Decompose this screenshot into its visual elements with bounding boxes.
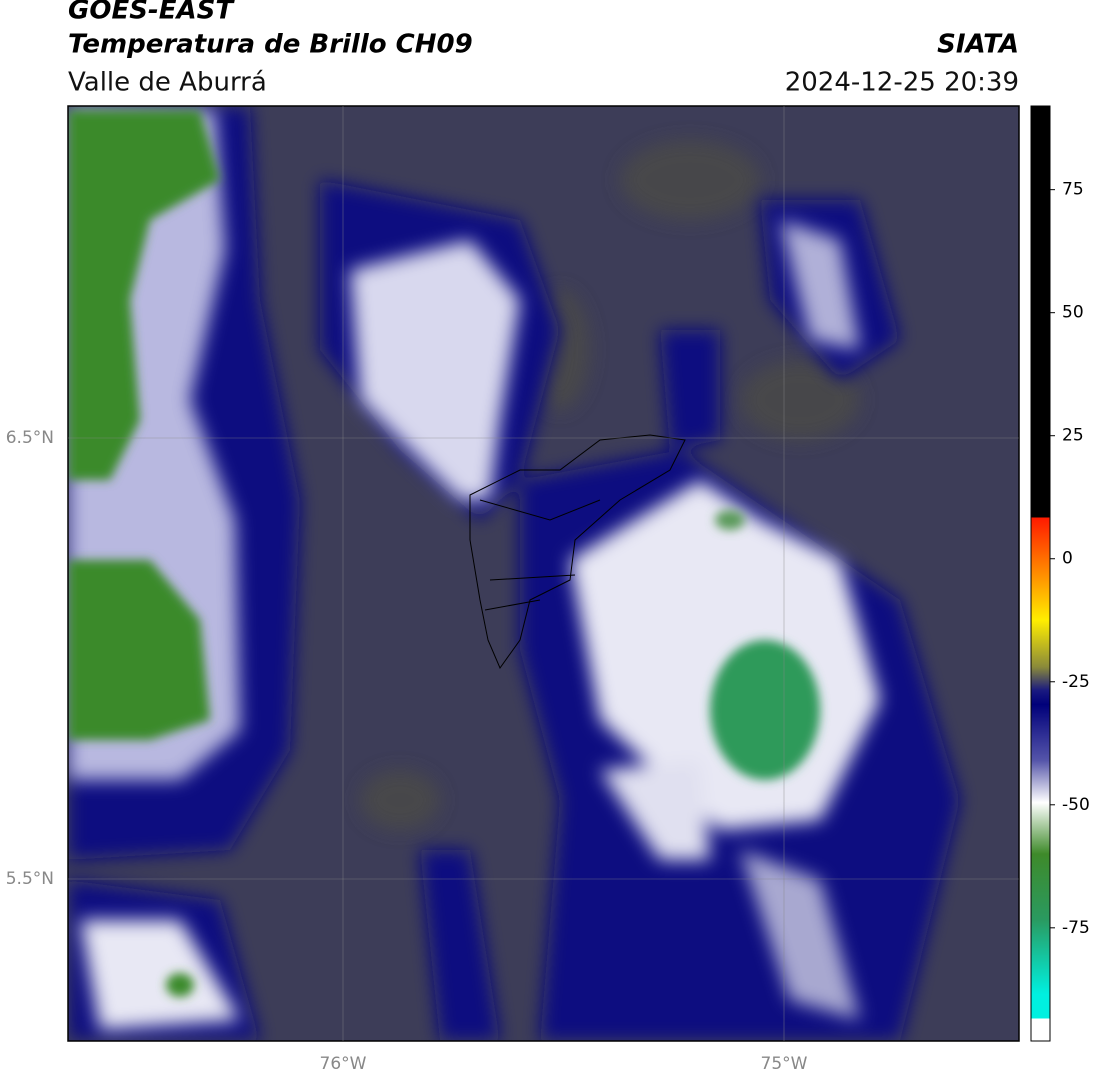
colorbar-tick-label: -25 [1062, 672, 1090, 692]
colorbar [1030, 105, 1051, 1042]
lat-tick-label: 5.5°N [6, 869, 54, 889]
source: SIATA [937, 30, 1019, 60]
colorbar-tick-label: 0 [1062, 549, 1073, 569]
lon-tick-label: 75°W [761, 1054, 808, 1074]
colorbar-tick-label: -75 [1062, 918, 1090, 938]
colorbar-tick-label: 50 [1062, 303, 1084, 323]
colorbar-tick-label: -50 [1062, 795, 1090, 815]
map-frame [67, 105, 1020, 1042]
lat-tick-label: 6.5°N [6, 428, 54, 448]
subtitle: Temperatura de Brillo CH09 [68, 30, 473, 60]
map-image [68, 106, 1019, 1041]
region: Valle de Aburrá [68, 68, 267, 98]
colorbar-tick-label: 75 [1062, 180, 1084, 200]
lon-tick-label: 76°W [320, 1054, 367, 1074]
title: GOES-EAST [68, 0, 235, 26]
datetime: 2024-12-25 20:39 [785, 68, 1019, 98]
colorbar-tick-label: 25 [1062, 426, 1084, 446]
